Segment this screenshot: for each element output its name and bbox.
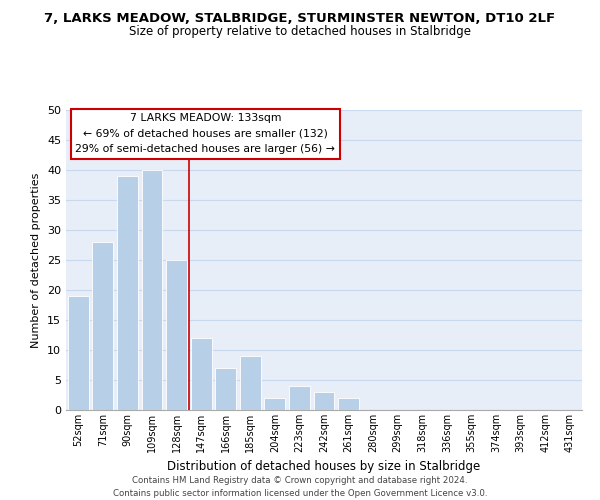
Bar: [166, 260, 187, 410]
Bar: [117, 176, 138, 410]
X-axis label: Distribution of detached houses by size in Stalbridge: Distribution of detached houses by size …: [167, 460, 481, 473]
Bar: [215, 368, 236, 410]
Text: 7 LARKS MEADOW: 133sqm
← 69% of detached houses are smaller (132)
29% of semi-de: 7 LARKS MEADOW: 133sqm ← 69% of detached…: [76, 113, 335, 154]
Bar: [265, 398, 286, 410]
Bar: [142, 170, 163, 410]
Bar: [338, 398, 359, 410]
Bar: [68, 296, 89, 410]
Text: Contains HM Land Registry data © Crown copyright and database right 2024.
Contai: Contains HM Land Registry data © Crown c…: [113, 476, 487, 498]
Bar: [289, 386, 310, 410]
Bar: [191, 338, 212, 410]
Text: Size of property relative to detached houses in Stalbridge: Size of property relative to detached ho…: [129, 25, 471, 38]
Text: 7, LARKS MEADOW, STALBRIDGE, STURMINSTER NEWTON, DT10 2LF: 7, LARKS MEADOW, STALBRIDGE, STURMINSTER…: [44, 12, 556, 26]
Y-axis label: Number of detached properties: Number of detached properties: [31, 172, 41, 348]
Bar: [92, 242, 113, 410]
Bar: [240, 356, 261, 410]
Bar: [314, 392, 334, 410]
